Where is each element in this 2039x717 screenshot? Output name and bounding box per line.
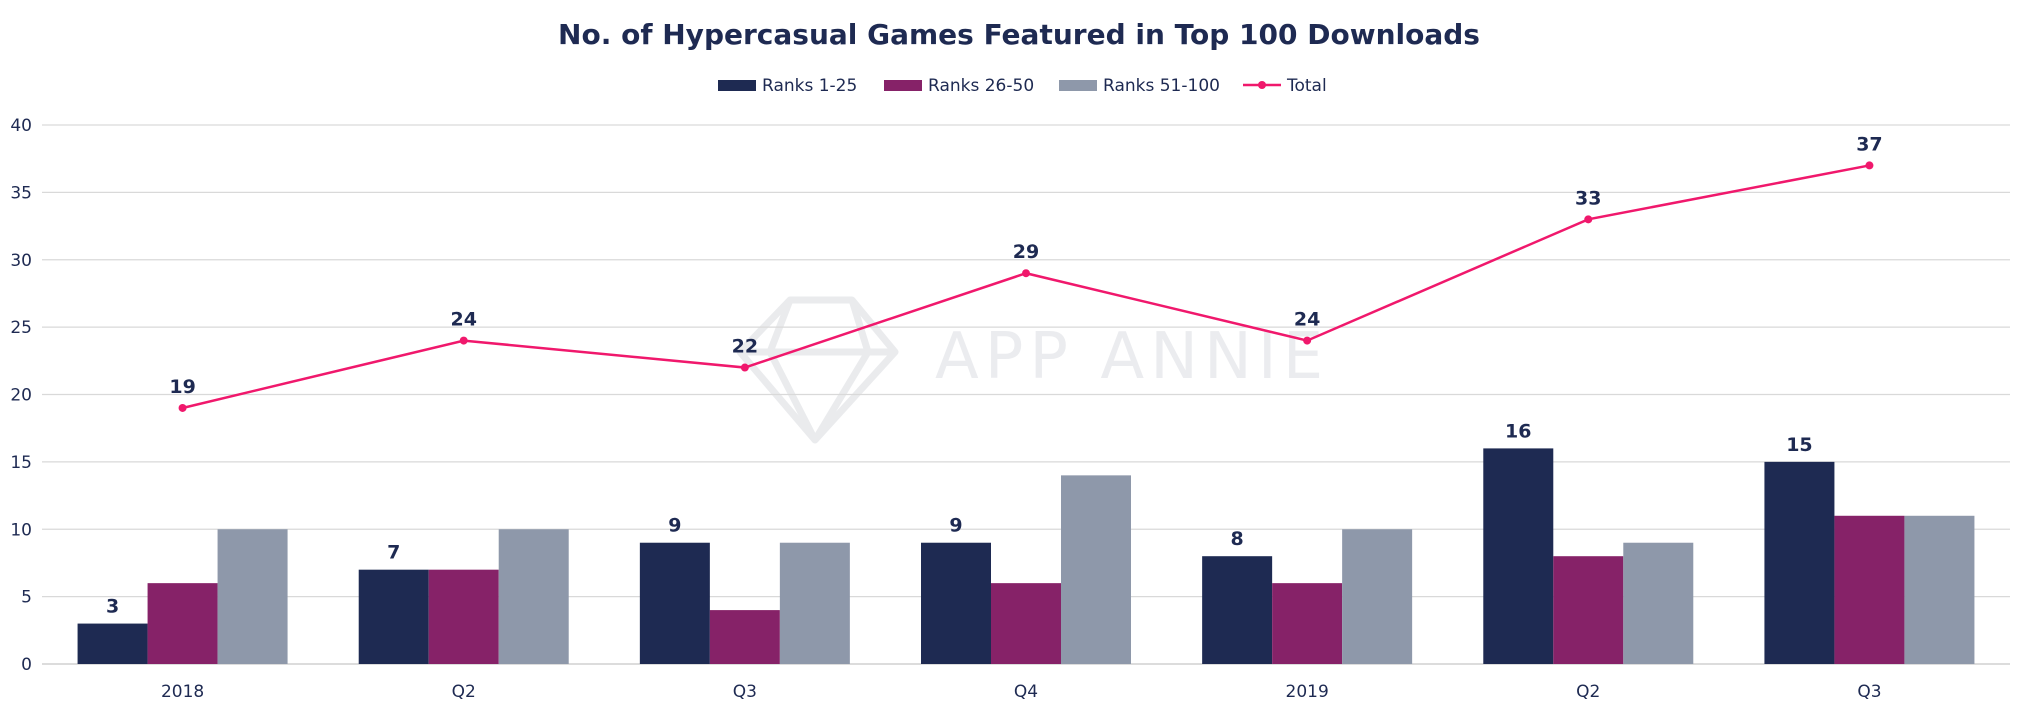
bar-ranks-26-50	[428, 569, 499, 664]
total-point	[178, 403, 187, 412]
bar-ranks-26-50	[709, 610, 780, 664]
y-tick-label: 5	[21, 588, 32, 608]
bar-ranks-51-100	[779, 542, 850, 664]
bar-ranks-1-25	[1483, 448, 1554, 664]
y-tick-label: 35	[10, 183, 32, 203]
bar-ranks-26-50	[991, 583, 1061, 664]
legend-label: Ranks 26-50	[928, 76, 1034, 96]
bar-data-label: 7	[387, 542, 400, 564]
bar-ranks-1-25	[77, 623, 148, 664]
bar-ranks-1-25	[358, 569, 429, 664]
bar-ranks-51-100	[1623, 542, 1694, 664]
y-tick-label: 0	[21, 655, 32, 675]
line-data-label: 29	[1013, 241, 1039, 263]
bar-ranks-51-100	[217, 529, 288, 664]
x-axis: 2018 Q2 Q3 Q4 2019 Q2 Q3	[161, 682, 1882, 702]
bar-data-label: 9	[949, 515, 962, 537]
diamond-logo-icon	[736, 296, 899, 444]
bar-ranks-1-25	[639, 542, 710, 664]
total-line-series	[178, 161, 1874, 412]
total-point	[459, 336, 468, 345]
y-tick-label: 30	[10, 251, 32, 271]
y-axis: 0 5 10 15 20 25 30 35 40	[10, 116, 32, 675]
legend: Ranks 1-25 Ranks 26-50 Ranks 51-100 Total	[718, 76, 1327, 96]
total-point	[1865, 161, 1874, 170]
line-data-label: 22	[732, 336, 758, 358]
y-tick-label: 25	[10, 318, 32, 338]
y-tick-label: 20	[10, 386, 32, 406]
y-tick-label: 10	[10, 520, 32, 540]
bar-ranks-26-50	[147, 583, 218, 664]
bar-ranks-51-100	[1342, 529, 1413, 664]
total-point	[1584, 215, 1593, 224]
bar-data-label: 8	[1231, 528, 1244, 550]
bar-series	[77, 448, 1975, 664]
bar-data-label: 16	[1505, 420, 1531, 442]
chart-title: No. of Hypercasual Games Featured in Top…	[558, 18, 1480, 51]
x-tick-label: Q3	[1857, 682, 1881, 702]
legend-label: Ranks 1-25	[762, 76, 857, 96]
bar-data-label: 9	[668, 515, 681, 537]
y-tick-label: 40	[10, 116, 32, 136]
x-tick-label: Q2	[452, 682, 476, 702]
legend-swatch	[718, 80, 756, 91]
bar-data-label: 3	[106, 596, 119, 618]
legend-marker	[1258, 81, 1266, 89]
x-tick-label: 2018	[161, 682, 204, 702]
x-tick-label: Q2	[1576, 682, 1600, 702]
legend-label: Total	[1286, 76, 1327, 96]
x-tick-label: 2019	[1286, 682, 1329, 702]
x-tick-label: Q4	[1014, 682, 1038, 702]
bar-ranks-51-100	[1904, 515, 1975, 664]
bar-ranks-51-100	[498, 529, 569, 664]
bar-ranks-1-25	[1202, 556, 1273, 664]
legend-swatch	[1059, 80, 1097, 91]
bar-ranks-51-100	[1061, 475, 1131, 664]
legend-label: Ranks 51-100	[1103, 76, 1220, 96]
line-data-label: 37	[1856, 133, 1882, 155]
app-annie-watermark: APP ANNIE	[736, 296, 1329, 444]
total-point	[1022, 269, 1030, 278]
bar-ranks-1-25	[1764, 461, 1835, 664]
legend-swatch	[884, 80, 922, 91]
total-point	[1303, 336, 1312, 345]
bar-data-label: 15	[1786, 434, 1812, 456]
y-tick-label: 15	[10, 453, 32, 473]
watermark-text: APP ANNIE	[935, 320, 1329, 394]
line-data-label: 24	[450, 309, 476, 331]
bar-ranks-26-50	[1553, 556, 1624, 664]
x-tick-label: Q3	[733, 682, 757, 702]
bar-ranks-26-50	[1272, 583, 1343, 664]
line-data-label: 24	[1294, 309, 1320, 331]
total-point	[740, 363, 749, 372]
line-data-label: 19	[169, 376, 195, 398]
bar-ranks-26-50	[1834, 515, 1905, 664]
line-data-label: 33	[1575, 187, 1601, 209]
bar-ranks-1-25	[921, 542, 991, 664]
